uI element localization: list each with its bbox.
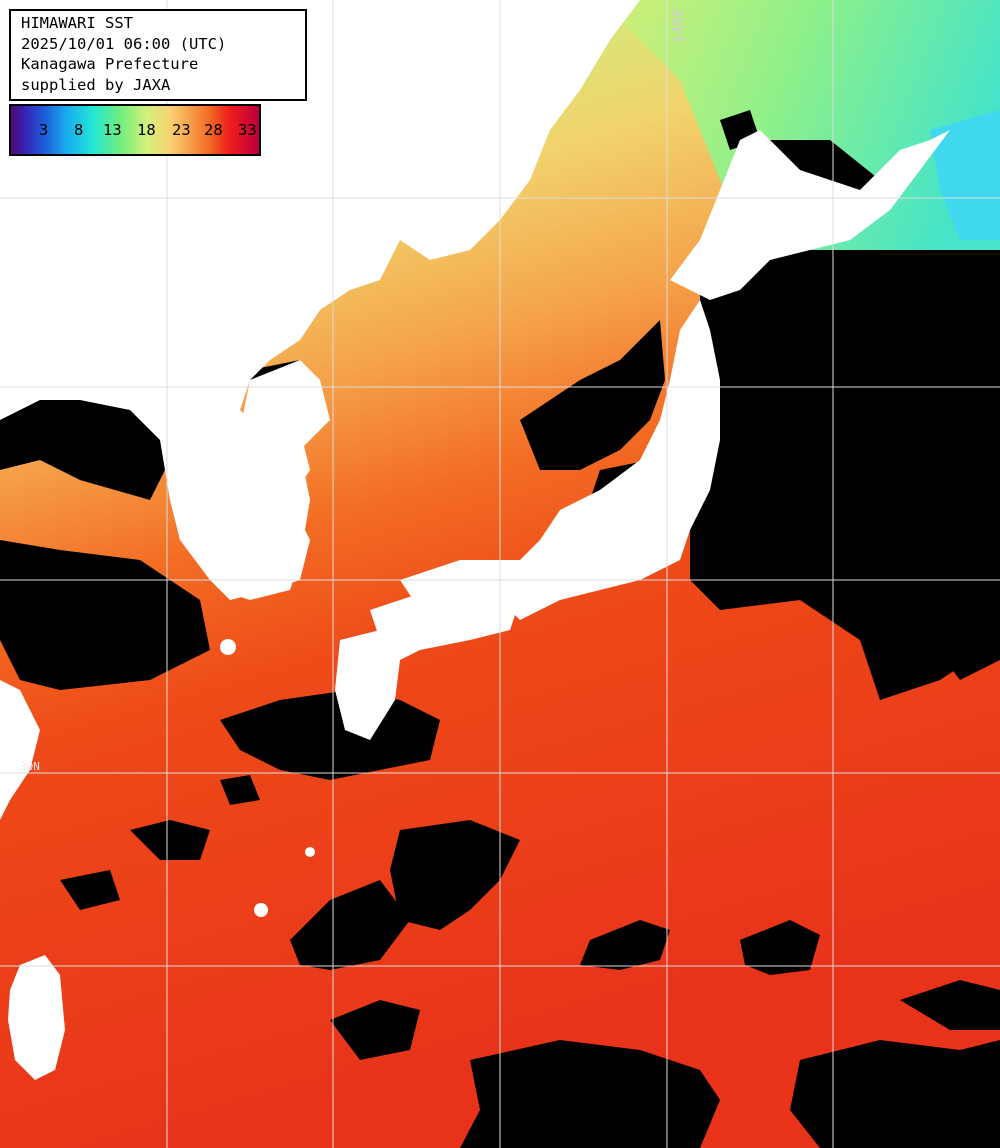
china-coast — [0, 680, 40, 820]
title-box: HIMAWARI SST 2025/10/01 06:00 (UTC) Kana… — [9, 9, 307, 101]
honshu — [400, 300, 720, 620]
no-data-regions — [0, 110, 1000, 1148]
observation-datetime: 2025/10/01 06:00 (UTC) — [21, 34, 227, 53]
legend-label: 28 — [204, 121, 223, 139]
longitude-label: 140E — [669, 7, 687, 45]
legend-label: 8 — [74, 121, 84, 139]
hokkaido — [670, 130, 950, 300]
legend-label: 33 — [238, 121, 257, 139]
cold-sea-patch — [930, 110, 1000, 240]
legend-label: 23 — [172, 121, 191, 139]
data-credit: supplied by JAXA — [21, 75, 171, 94]
color-scale-legend: 3 8 13 18 23 28 33 — [9, 104, 261, 156]
latitude-label: 30N — [20, 760, 40, 773]
region-name: Kanagawa Prefecture — [21, 55, 199, 73]
map-title: HIMAWARI SST — [21, 14, 133, 32]
honshu-west — [370, 590, 520, 660]
legend-label: 3 — [39, 121, 49, 139]
kyushu — [335, 630, 400, 740]
legend-label: 18 — [137, 121, 156, 139]
korea-peninsula — [200, 360, 330, 600]
legend-label: 13 — [103, 121, 122, 139]
taiwan — [8, 955, 65, 1080]
